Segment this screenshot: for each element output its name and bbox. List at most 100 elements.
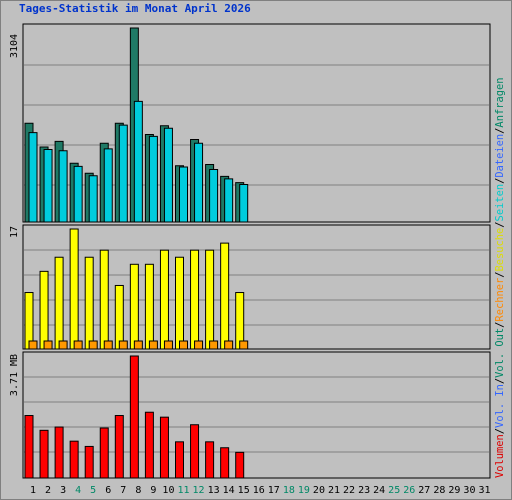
bar-volumen <box>114 415 124 479</box>
legend-entry: / <box>494 128 506 134</box>
bar-dateien <box>194 142 204 223</box>
bar-besuche <box>54 256 64 350</box>
bar-rechner <box>58 340 68 350</box>
x-tick-label: 11 <box>177 485 189 496</box>
bar-rechner <box>239 340 249 350</box>
x-tick-label: 4 <box>75 485 81 496</box>
bar-dateien <box>224 178 234 223</box>
bar-dateien <box>58 150 68 223</box>
x-tick-label: 21 <box>328 485 340 496</box>
bar-volumen <box>144 411 154 479</box>
x-tick-label: 31 <box>478 485 490 496</box>
x-tick-label: 25 <box>388 485 400 496</box>
x-tick-label: 1 <box>30 485 36 496</box>
x-tick-label: 28 <box>433 485 445 496</box>
x-tick-label: 15 <box>238 485 250 496</box>
legend-entry: / <box>494 378 506 384</box>
chart-title: Tages-Statistik im Monat April 2026 <box>19 2 251 15</box>
bar-rechner <box>194 340 204 350</box>
bar-rechner <box>179 340 188 350</box>
bar-besuche <box>159 249 169 350</box>
bar-dateien <box>103 148 113 223</box>
x-tick-label: 6 <box>105 485 111 496</box>
x-tick-label: 19 <box>298 485 310 496</box>
bar-dateien <box>179 166 188 223</box>
legend-entry: Dateien <box>494 134 506 178</box>
y-max-label: 17 <box>9 226 20 238</box>
bar-rechner <box>43 340 53 350</box>
x-tick-label: 29 <box>448 485 460 496</box>
bar-dateien <box>73 165 83 223</box>
x-tick-label: 22 <box>343 485 355 496</box>
bar-rechner <box>133 340 143 350</box>
bar-rechner <box>73 340 83 350</box>
bar-volumen <box>39 429 49 479</box>
side-legend: Volumen/Vol. In/Vol. Out/Rechner/Besuche… <box>494 78 506 478</box>
legend-entry: Seiten <box>494 184 506 222</box>
bar-besuche <box>39 270 49 350</box>
x-tick-label: 13 <box>208 485 220 496</box>
x-tick-label: 2 <box>45 485 51 496</box>
bar-rechner <box>224 340 234 350</box>
bar-rechner <box>118 340 128 350</box>
bar-volumen <box>220 447 230 479</box>
bar-besuche <box>205 249 215 350</box>
bar-dateien <box>133 100 143 223</box>
x-tick-label: 16 <box>253 485 265 496</box>
legend-entry: Anfragen <box>494 78 506 128</box>
x-tick-label: 26 <box>403 485 415 496</box>
legend-entry: / <box>494 221 506 227</box>
x-tick-label: 27 <box>418 485 430 496</box>
bar-volumen <box>159 416 169 479</box>
bar-rechner <box>103 340 113 350</box>
bar-volumen <box>129 355 139 479</box>
bar-besuche <box>144 263 154 350</box>
y-max-label: 3.71 MB <box>9 354 20 396</box>
bar-dateien <box>43 149 53 223</box>
bar-rechner <box>88 340 98 350</box>
x-tick-label: 24 <box>373 485 385 496</box>
bar-dateien <box>28 132 38 223</box>
x-tick-label: 5 <box>90 485 96 496</box>
legend-entry: Vol. In <box>494 384 506 428</box>
bar-rechner <box>148 340 158 350</box>
x-tick-label: 3 <box>60 485 66 496</box>
x-tick-label: 17 <box>268 485 280 496</box>
bar-besuche <box>220 242 230 350</box>
bar-volumen <box>99 427 109 479</box>
x-tick-label: 10 <box>162 485 174 496</box>
bar-volumen <box>84 445 94 479</box>
bar-volumen <box>205 441 215 479</box>
bar-volumen <box>175 441 184 479</box>
bar-besuche <box>129 263 139 350</box>
bar-besuche <box>175 256 184 350</box>
x-tick-label: 18 <box>283 485 295 496</box>
x-tick-label: 20 <box>313 485 325 496</box>
bar-dateien <box>239 184 249 223</box>
bar-volumen <box>190 424 200 479</box>
bar-rechner <box>163 340 173 350</box>
legend-entry: Rechner <box>494 278 506 322</box>
bar-dateien <box>209 169 219 223</box>
bar-volumen <box>24 415 34 479</box>
x-tick-label: 7 <box>120 485 126 496</box>
legend-entry: / <box>494 322 506 328</box>
bar-volumen <box>69 440 79 479</box>
bar-besuche <box>114 284 124 350</box>
x-tick-label: 30 <box>463 485 475 496</box>
bar-dateien <box>148 135 158 223</box>
bar-volumen <box>235 451 245 479</box>
bar-volumen <box>54 426 64 479</box>
x-tick-label: 12 <box>193 485 205 496</box>
bar-besuche <box>190 249 200 350</box>
legend-entry: / <box>494 428 506 434</box>
x-tick-label: 23 <box>358 485 370 496</box>
x-tick-label: 8 <box>135 485 141 496</box>
bar-dateien <box>163 127 173 223</box>
legend-entry: Vol. Out <box>494 328 506 378</box>
x-tick-label: 14 <box>223 485 235 496</box>
bar-besuche <box>69 228 79 350</box>
legend-entry: / <box>494 178 506 184</box>
x-tick-label: 9 <box>150 485 156 496</box>
